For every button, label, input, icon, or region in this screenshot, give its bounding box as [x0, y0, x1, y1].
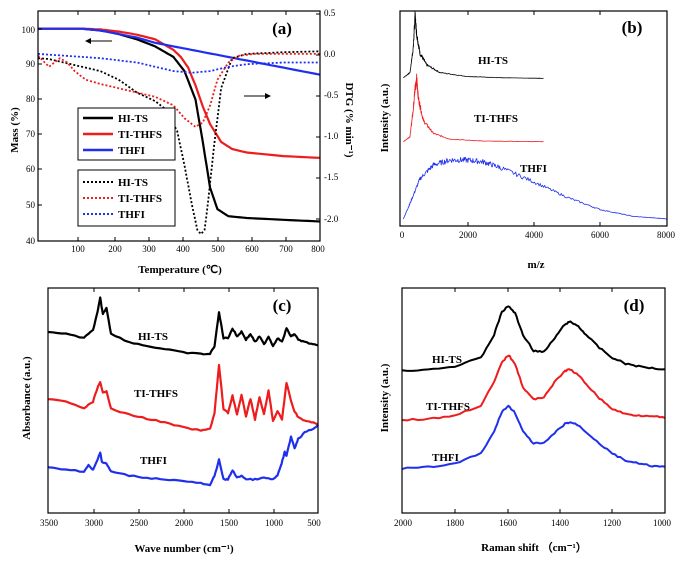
panel-a-y2-tick: 0.0: [324, 49, 336, 59]
panel-a-x-tick: 100: [71, 244, 85, 254]
panel-c-x-tick: 2500: [130, 518, 149, 528]
panel-c-x-label: Wave number (cm⁻¹): [134, 543, 234, 555]
panel-c-x-tick: 3000: [85, 518, 104, 528]
dtg-curve-ti-thfs: [37, 53, 320, 128]
panel-b-x-label: m/z: [527, 259, 544, 271]
panel-d-frame: [401, 287, 666, 514]
panel-c-frame: [47, 287, 319, 514]
panel-a-dtg-legend: HI-TS TI-THFS THFI: [77, 169, 176, 227]
panel-c-x-ticks: 3500 3000 2500 2000 1500 1000 500: [40, 518, 321, 528]
series-label-ti-thfs: TI-THFS: [474, 113, 518, 125]
panel-c-x-tick: 3500: [40, 518, 59, 528]
ftir-hi-ts: [47, 296, 319, 356]
panel-a-y-tick: 40: [26, 236, 36, 246]
panel-a-x-tick: 700: [279, 244, 293, 254]
panel-d-y-label: Intensity (a.u.): [379, 363, 391, 432]
legend-entry: HI-TS: [118, 113, 148, 125]
panel-a-y2-tick: 0.5: [324, 8, 336, 18]
panel-a-y-ticks: 40 50 60 70 80 90 100: [22, 25, 36, 246]
panel-b-label: (b): [622, 18, 643, 37]
legend-entry: THFI: [118, 209, 145, 221]
panel-a-x-tick: 200: [108, 244, 122, 254]
panel-d: 2000 1800 1600 1400 1200 1000 Raman shif…: [379, 287, 672, 554]
panel-c-y-label: Absorbance (a.u.): [21, 356, 33, 440]
panel-a-frame: [37, 10, 321, 242]
panel-b-x-ticks: 0 2000 4000 6000 8000: [400, 230, 676, 240]
panel-a-x-tick: 500: [211, 244, 225, 254]
raman-ti-thfs: [401, 354, 666, 422]
panel-a-y-tick: 60: [26, 164, 36, 174]
raman-thfi: [401, 404, 666, 471]
panel-d-x-tick: 1800: [446, 518, 465, 528]
panel-a: 100 200 300 400 500 600 700 800 40 50 60…: [9, 8, 355, 276]
panel-a-y-label: Mass (%): [9, 107, 21, 153]
series-label-ti-thfs: TI-THFS: [426, 401, 470, 413]
panel-c-label: (c): [273, 296, 292, 315]
legend-entry: TI-THFS: [118, 193, 162, 205]
ftir-thfi: [47, 424, 319, 487]
panel-d-x-tick: 1600: [499, 518, 518, 528]
panel-b-x-tick: 0: [400, 230, 405, 240]
panel-a-x-tick: 600: [245, 244, 259, 254]
series-label-thfi: THFI: [432, 452, 459, 464]
panel-b-x-tick: 8000: [657, 230, 676, 240]
spectrum-hi-ts: [403, 10, 544, 79]
panel-a-x-label: Temperature (℃): [138, 264, 222, 276]
panel-c-x-tick: 500: [307, 518, 321, 528]
series-label-thfi: THFI: [140, 455, 167, 467]
series-label-hi-ts: HI-TS: [478, 55, 508, 67]
legend-entry: THFI: [118, 145, 145, 157]
series-label-ti-thfs: TI-THFS: [134, 388, 178, 400]
panel-b: 0 2000 4000 6000 8000 m/z Intensity (a.u…: [379, 10, 676, 271]
series-label-thfi: THFI: [520, 163, 547, 175]
panel-a-x-ticks: 100 200 300 400 500 600 700 800: [71, 244, 325, 254]
series-label-hi-ts: HI-TS: [432, 354, 462, 366]
series-label-hi-ts: HI-TS: [138, 331, 168, 343]
spectrum-ti-thfs: [403, 73, 544, 143]
legend-entry: HI-TS: [118, 177, 148, 189]
panel-c-x-tick: 1000: [265, 518, 284, 528]
panel-b-x-tick: 4000: [525, 230, 544, 240]
panel-a-y2-tick: -1.5: [324, 172, 339, 182]
panel-d-x-tick: 1200: [603, 518, 622, 528]
panel-d-x-label: Raman shift （cm⁻¹）: [481, 541, 587, 554]
panel-d-x-tick: 2000: [394, 518, 413, 528]
panel-b-frame: [399, 10, 668, 227]
panel-a-y-tick: 100: [22, 25, 36, 35]
ftir-ti-thfs: [47, 363, 319, 432]
panel-a-mass-legend: HI-TS TI-THFS THFI: [77, 107, 176, 161]
panel-d-label: (d): [624, 296, 645, 315]
spectrum-thfi: [402, 156, 667, 220]
panel-a-y2-label: DTG (% min⁻¹): [343, 82, 355, 157]
raman-hi-ts: [401, 305, 666, 372]
panel-a-y2-tick: -0.5: [324, 90, 339, 100]
panel-a-y-tick: 50: [26, 200, 36, 210]
arrow-right-icon: [244, 93, 271, 99]
panel-a-y-tick: 90: [26, 59, 36, 69]
legend-entry: TI-THFS: [118, 129, 162, 141]
dtg-curve-thfi: [37, 53, 320, 74]
panel-d-x-tick: 1000: [653, 518, 672, 528]
panel-a-label: (a): [272, 19, 292, 38]
panel-b-x-tick: 6000: [591, 230, 610, 240]
panel-a-x-tick: 400: [176, 244, 190, 254]
mass-curve-thfi: [38, 27, 321, 76]
panel-a-y2-tick: -1.0: [324, 131, 339, 141]
panel-a-y-tick: 70: [26, 129, 36, 139]
panel-b-x-tick: 2000: [459, 230, 478, 240]
panel-a-y2-tick: -2.0: [324, 214, 339, 224]
panel-d-x-ticks: 2000 1800 1600 1400 1200 1000: [394, 518, 672, 528]
panel-c-x-tick: 1500: [220, 518, 239, 528]
panel-a-y-tick: 80: [26, 94, 36, 104]
panel-a-x-tick: 800: [311, 244, 325, 254]
panel-c-x-tick: 2000: [175, 518, 194, 528]
panel-a-y2-ticks: -2.0 -1.5 -1.0 -0.5 0.0 0.5: [324, 8, 339, 224]
panel-a-x-tick: 300: [142, 244, 156, 254]
panel-d-x-tick: 1400: [551, 518, 570, 528]
arrow-left-icon: [85, 38, 112, 44]
panel-b-y-label: Intensity (a.u.): [379, 83, 391, 152]
panel-c: 3500 3000 2500 2000 1500 1000 500 Wave n…: [21, 287, 321, 555]
